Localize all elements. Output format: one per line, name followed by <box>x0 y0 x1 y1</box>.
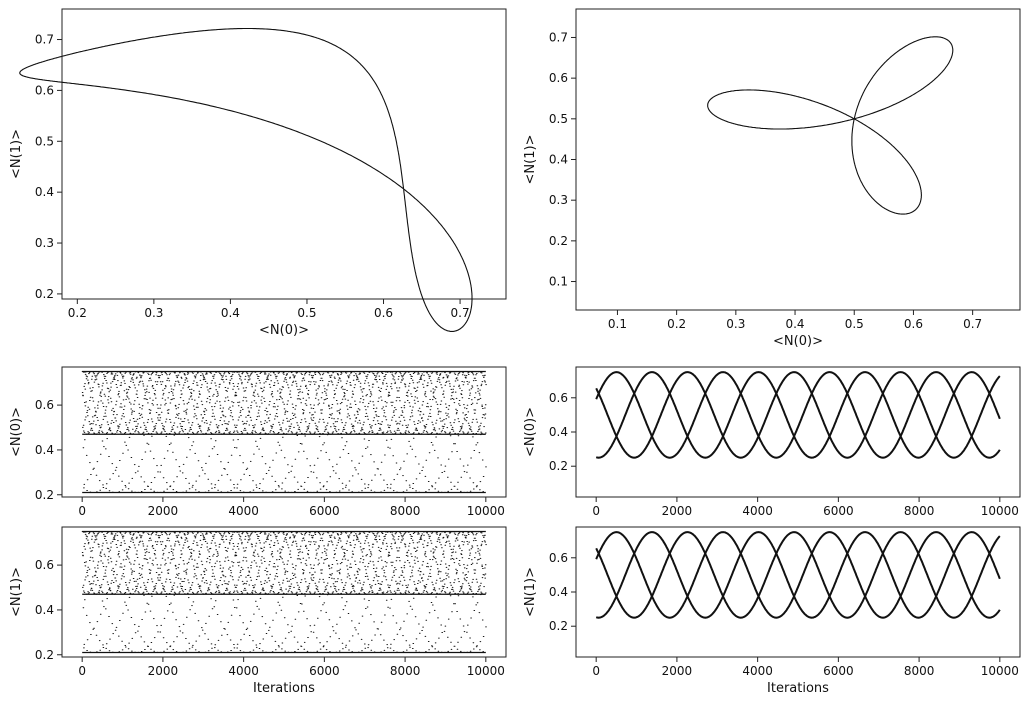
axes-frame <box>61 526 507 658</box>
x-tick-label: 6000 <box>309 664 340 678</box>
x-tick-label: 0.2 <box>667 317 686 331</box>
y-tick-label: 0.4 <box>35 185 54 199</box>
panel-phase-b: 0.1 0.2 0.3 0.4 0.5 0.6 0.7 0.1 0.2 0.3 0.4 0.5 0.6 0… <box>523 8 1021 349</box>
y-tick-label: 0.2 <box>35 648 54 662</box>
x-tick-label: 0.1 <box>608 317 627 331</box>
y-tick-label: 0.1 <box>549 275 568 289</box>
x-tick-label: 2000 <box>148 504 179 518</box>
y-tick-label: 0.6 <box>35 83 54 97</box>
x-tick-label: 8000 <box>390 504 421 518</box>
y-tick-label: 0.2 <box>549 459 568 473</box>
y-tick-label: 0.4 <box>35 443 54 457</box>
x-tick-label: 0.6 <box>904 317 923 331</box>
x-tick-label: 0.6 <box>374 306 393 320</box>
x-tick-label: 2000 <box>662 664 693 678</box>
y-axis-label: <N(0)> <box>523 407 538 457</box>
y-tick-label: 0.4 <box>35 603 54 617</box>
x-tick-label: 4000 <box>228 504 259 518</box>
x-tick-label: 4000 <box>228 664 259 678</box>
x-tick-label: 0.4 <box>221 306 240 320</box>
series-line-3 <box>595 531 1001 619</box>
x-tick-label: 0 <box>592 664 600 678</box>
panel-ts-a1: 0 2000 4000 6000 8000 10000 0.2 0.4 0.6 Iteration… <box>9 526 507 696</box>
y-tick-label: 0.7 <box>549 30 568 44</box>
series-dots <box>81 371 487 493</box>
x-axis-label: Iterations <box>253 681 315 696</box>
x-tick-label: 4000 <box>742 504 773 518</box>
y-tick-label: 0.6 <box>35 398 54 412</box>
x-tick-label: 0.3 <box>726 317 745 331</box>
y-tick-label: 0.6 <box>549 551 568 565</box>
axes-frame <box>575 366 1021 498</box>
x-tick-label: 10000 <box>981 504 1019 518</box>
y-tick-label: 0.2 <box>549 234 568 248</box>
y-tick-label: 0.5 <box>35 134 54 148</box>
x-tick-label: 0.7 <box>963 317 982 331</box>
y-tick-label: 0.2 <box>35 287 54 301</box>
y-tick-label: 0.3 <box>35 236 54 250</box>
axes-frame <box>575 526 1021 658</box>
series-line-1 <box>595 531 1001 619</box>
y-axis-label: <N(1)> <box>523 567 538 617</box>
series-dots <box>81 531 487 653</box>
y-axis-label: <N(0)> <box>9 407 24 457</box>
x-tick-label: 6000 <box>823 664 854 678</box>
y-axis-label: <N(1)> <box>9 129 24 179</box>
y-tick-label: 0.4 <box>549 153 568 167</box>
series-line <box>707 36 954 215</box>
x-tick-label: 6000 <box>823 504 854 518</box>
x-tick-label: 0 <box>78 664 86 678</box>
x-tick-label: 4000 <box>742 664 773 678</box>
x-tick-label: 0.3 <box>144 306 163 320</box>
x-axis-label: <N(0)> <box>773 334 823 349</box>
x-tick-label: 8000 <box>904 664 935 678</box>
x-tick-label: 2000 <box>148 664 179 678</box>
x-axis-label: Iterations <box>767 681 829 696</box>
x-tick-label: 0.7 <box>451 306 470 320</box>
x-tick-label: 0 <box>78 504 86 518</box>
y-tick-label: 0.6 <box>35 558 54 572</box>
axes-frame <box>61 366 507 498</box>
series-line-3 <box>595 371 1001 459</box>
panel-ts-b0: 0 2000 4000 6000 8000 10000 0.2 0.4 0.6 <N(0)> <box>523 366 1021 518</box>
series-line <box>19 27 473 332</box>
y-tick-label: 0.6 <box>549 391 568 405</box>
y-tick-label: 0.6 <box>549 71 568 85</box>
x-tick-label: 10000 <box>467 504 505 518</box>
series-line-2 <box>595 371 1001 459</box>
x-tick-label: 0.5 <box>845 317 864 331</box>
axes-frame <box>575 8 1021 311</box>
panel-ts-b1: 0 2000 4000 6000 8000 10000 0.2 0.4 0.6 Iteration… <box>523 526 1021 696</box>
panel-phase-a: 0.2 0.3 0.4 0.5 0.6 0.7 0.2 0.3 0.4 0.5 0.6 0.7 <N(0… <box>9 8 507 338</box>
x-axis-label: <N(0)> <box>259 323 309 338</box>
y-axis-label: <N(1)> <box>523 135 538 185</box>
y-tick-label: 0.5 <box>549 112 568 126</box>
y-axis-label: <N(1)> <box>9 567 24 617</box>
y-tick-label: 0.3 <box>549 193 568 207</box>
x-tick-label: 6000 <box>309 504 340 518</box>
x-tick-label: 0.2 <box>68 306 87 320</box>
panel-ts-a0: 0 2000 4000 6000 8000 10000 0.2 0.4 0.6 <N(0)> <box>9 366 507 518</box>
x-tick-label: 10000 <box>467 664 505 678</box>
x-tick-label: 8000 <box>904 504 935 518</box>
x-tick-label: 2000 <box>662 504 693 518</box>
series-line-2 <box>595 531 1001 619</box>
series-line-1 <box>595 371 1001 459</box>
x-tick-label: 0 <box>592 504 600 518</box>
x-tick-label: 0.4 <box>785 317 804 331</box>
y-tick-label: 0.2 <box>35 488 54 502</box>
y-tick-label: 0.4 <box>549 585 568 599</box>
y-tick-label: 0.2 <box>549 619 568 633</box>
axes-frame <box>61 8 507 300</box>
y-tick-label: 0.4 <box>549 425 568 439</box>
x-tick-label: 8000 <box>390 664 421 678</box>
y-tick-label: 0.7 <box>35 33 54 47</box>
x-tick-label: 0.5 <box>297 306 316 320</box>
x-tick-label: 10000 <box>981 664 1019 678</box>
